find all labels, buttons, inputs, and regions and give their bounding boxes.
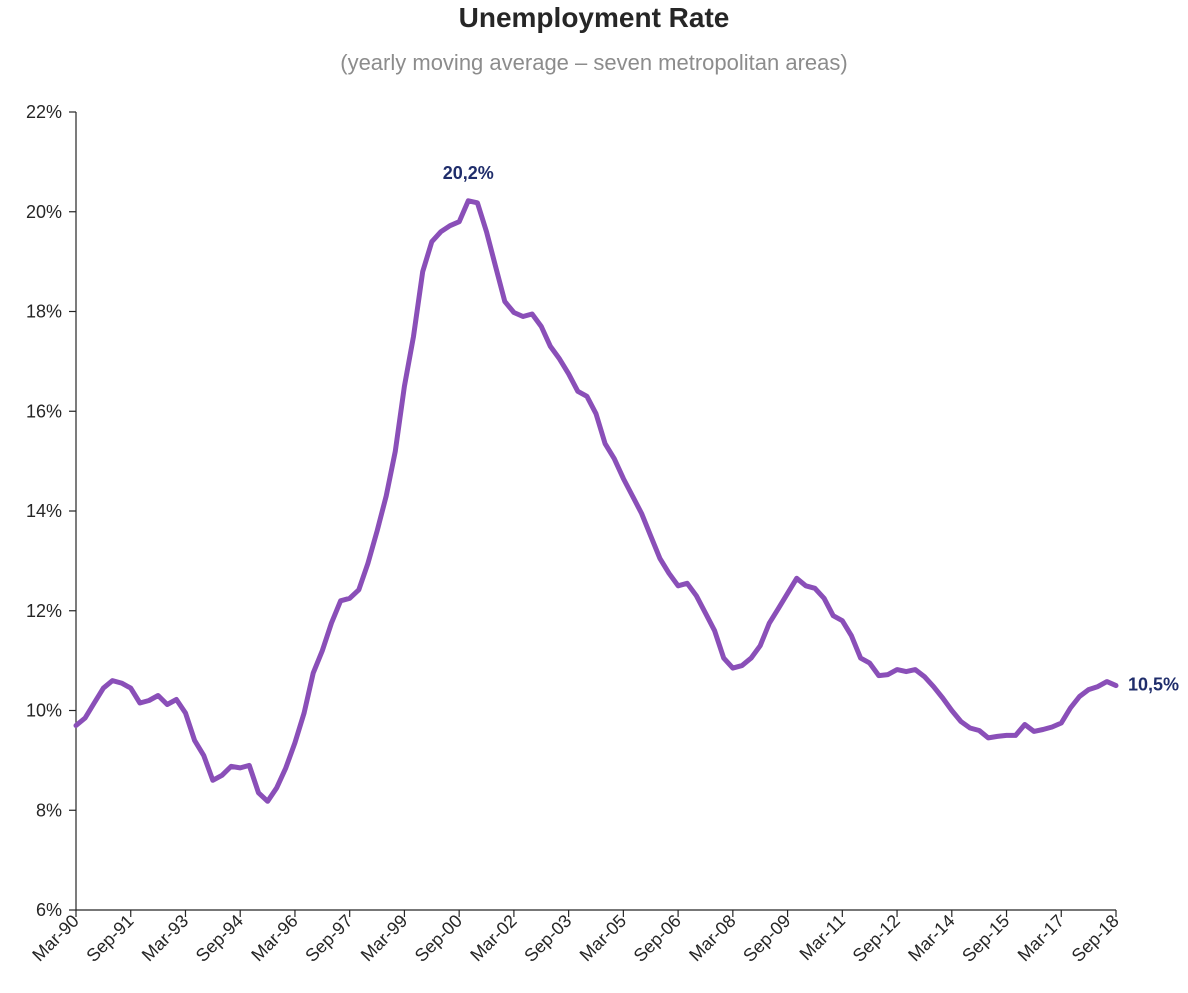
series-group [73,198,1119,804]
x-tick-label: Sep-12 [849,911,904,966]
y-tick-label: 12% [26,601,62,621]
x-tick-label: Sep-97 [301,911,356,966]
y-tick-label: 8% [36,800,62,820]
y-tick-label: 14% [26,501,62,521]
unemployment-line [73,198,1119,804]
x-tick-label: Mar-99 [357,911,411,965]
x-tick-label: Sep-06 [630,911,685,966]
x-tick-label: Sep-91 [82,911,137,966]
last-value-annotation: 10,5% [1128,675,1179,695]
chart-title: Unemployment Rate [458,2,730,33]
x-tick-label: Mar-02 [466,911,520,965]
x-tick-label: Sep-09 [739,911,794,966]
x-tick-label: Sep-00 [411,911,466,966]
annotations: 20,2% 10,5% [443,163,1179,695]
y-tick-label: 22% [26,102,62,122]
x-axis-labels: Mar-90 Sep-91 Mar-93 Sep-94 Mar-96 Sep-97 Mar-… [28,911,1122,966]
chart-subtitle: (yearly moving average – seven metropoli… [340,50,848,75]
y-tick-label: 10% [26,701,62,721]
peak-annotation: 20,2% [443,163,494,183]
y-tick-label: 6% [36,900,62,920]
x-tick-label: Mar-11 [796,911,850,965]
y-axis-labels: 6% 8% 10% 12% 14% 16% 18% 20% 22% [26,102,62,920]
x-tick-label: Sep-18 [1068,911,1123,966]
y-tick-label: 20% [26,202,62,222]
x-tick-label: Mar-08 [685,911,739,965]
x-tick-label: Mar-17 [1014,911,1068,965]
y-tick-label: 18% [26,302,62,322]
x-tick-label: Mar-14 [904,911,958,965]
x-tick-label: Mar-93 [138,911,192,965]
x-tick-label: Mar-05 [576,911,630,965]
x-tick-label: Sep-03 [520,911,575,966]
x-tick-label: Sep-94 [192,911,247,966]
axes [69,111,1117,917]
x-tick-label: Mar-96 [247,911,301,965]
x-tick-label: Sep-15 [958,911,1013,966]
y-tick-label: 16% [26,401,62,421]
